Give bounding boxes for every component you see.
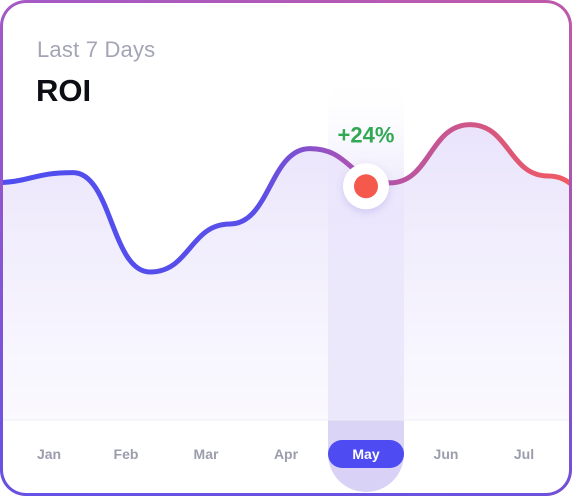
x-axis-labels: Jan Feb Mar Apr May Jun Jul — [37, 446, 534, 462]
x-tick-label-apr[interactable]: Apr — [274, 446, 299, 462]
x-tick-label-mar[interactable]: Mar — [194, 446, 219, 462]
roi-series-line — [3, 122, 569, 275]
x-tick-label-may[interactable]: May — [352, 446, 379, 462]
card-title: ROI — [36, 73, 92, 108]
x-tick-label-jun[interactable]: Jun — [434, 446, 459, 462]
highlight-value-label: +24% — [338, 122, 395, 147]
highlight-marker — [343, 163, 389, 210]
x-tick-label-jul[interactable]: Jul — [514, 446, 534, 462]
card-subtitle: Last 7 Days — [37, 37, 156, 62]
active-month-pill[interactable] — [328, 440, 404, 468]
marker-dot — [354, 174, 378, 199]
x-tick-label-feb[interactable]: Feb — [114, 446, 139, 462]
area-fill — [3, 124, 569, 420]
x-tick-label-jan[interactable]: Jan — [37, 446, 61, 462]
